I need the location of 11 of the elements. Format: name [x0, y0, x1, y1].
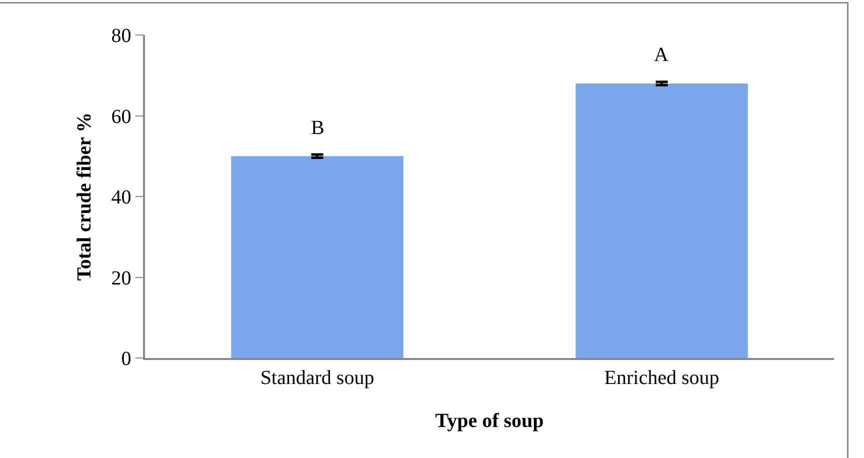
y-tick-label: 60: [111, 106, 132, 128]
y-axis-title: Total crude fiber %: [73, 112, 96, 281]
x-tick-label: Enriched soup: [604, 366, 720, 389]
y-tick-label: 0: [121, 348, 132, 370]
y-tick-label: 40: [111, 186, 132, 208]
annotation: B: [311, 117, 324, 139]
annotation: A: [654, 44, 669, 66]
x-tick-label: Standard soup: [260, 366, 374, 389]
y-tick-label: 80: [111, 25, 132, 47]
y-tick-label: 20: [111, 267, 132, 290]
x-axis-title: Type of soup: [435, 410, 544, 432]
